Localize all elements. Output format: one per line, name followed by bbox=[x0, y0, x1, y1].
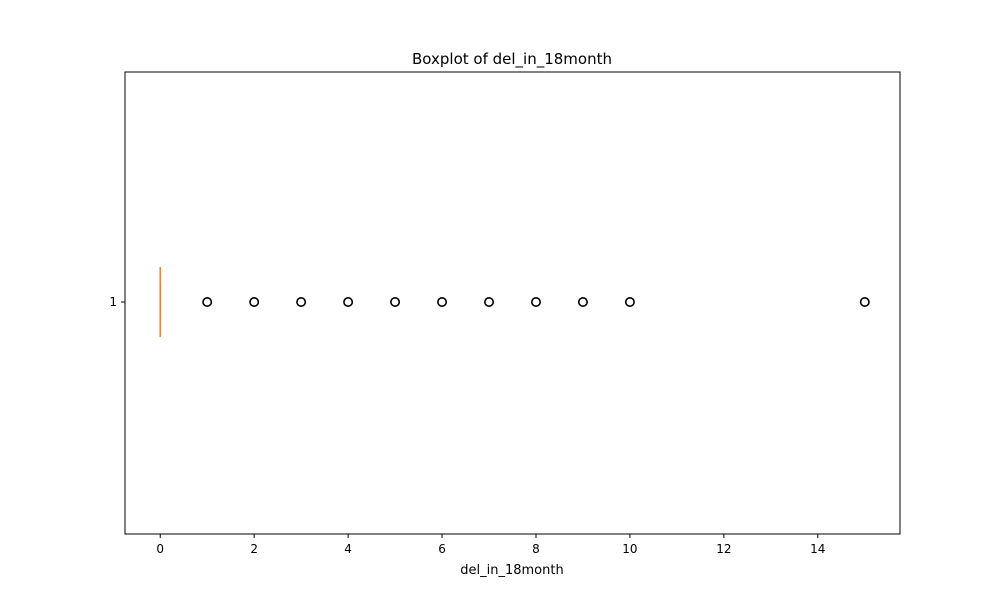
outlier-point bbox=[530, 296, 541, 307]
outlier-points bbox=[202, 296, 870, 307]
x-tick-label: 0 bbox=[156, 542, 164, 556]
x-tick-label: 6 bbox=[438, 542, 446, 556]
outlier-point bbox=[249, 296, 260, 307]
x-tick-label: 10 bbox=[622, 542, 637, 556]
outlier-point bbox=[390, 296, 401, 307]
outlier-point bbox=[859, 296, 870, 307]
outlier-point bbox=[296, 296, 307, 307]
x-tick-label: 12 bbox=[716, 542, 731, 556]
x-axis-ticks: 0 2 4 6 8 10 12 14 bbox=[156, 534, 825, 556]
outlier-point bbox=[343, 296, 354, 307]
x-tick-label: 8 bbox=[532, 542, 540, 556]
outlier-point bbox=[437, 296, 448, 307]
chart-title: Boxplot of del_in_18month bbox=[412, 50, 612, 69]
outlier-point bbox=[484, 296, 495, 307]
outlier-point bbox=[624, 296, 635, 307]
outlier-point bbox=[202, 296, 213, 307]
y-tick-label: 1 bbox=[109, 295, 117, 309]
x-tick-label: 2 bbox=[250, 542, 258, 556]
outlier-point bbox=[577, 296, 588, 307]
x-tick-label: 14 bbox=[810, 542, 825, 556]
y-axis-ticks: 1 bbox=[109, 295, 125, 309]
plot-area-frame bbox=[124, 71, 901, 535]
x-tick-label: 4 bbox=[344, 542, 352, 556]
x-axis-label: del_in_18month bbox=[460, 563, 563, 578]
